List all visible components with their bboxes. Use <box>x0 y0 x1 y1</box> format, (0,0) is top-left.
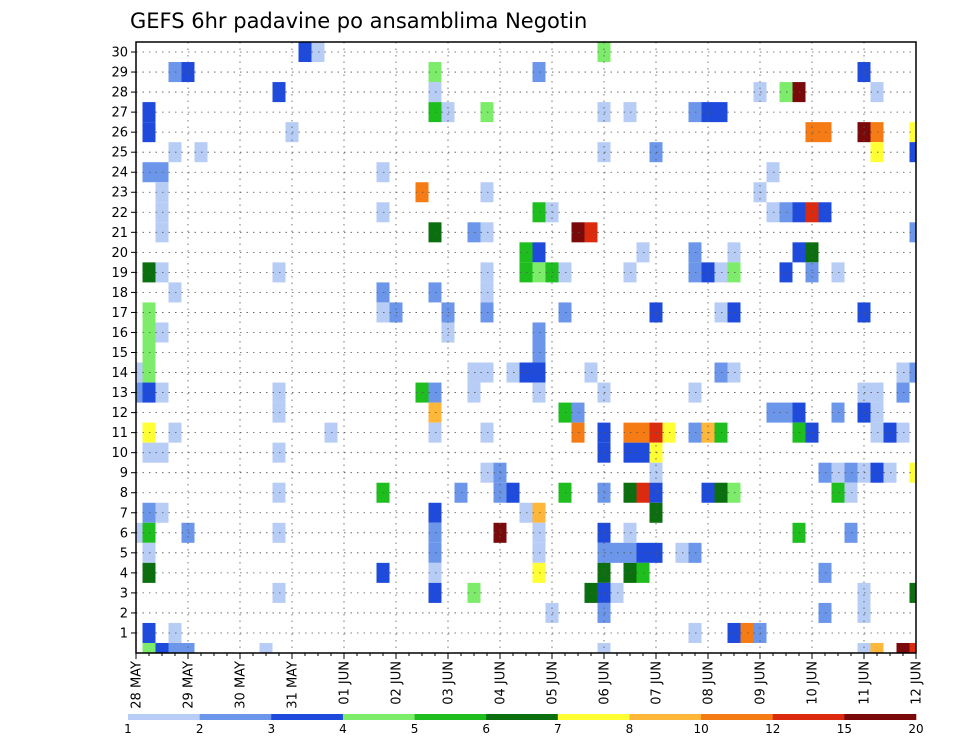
heatmap-cell <box>909 462 916 483</box>
heatmap-cell <box>168 642 182 653</box>
heatmap-cell <box>870 642 884 653</box>
x-tick-label: 30 MAY <box>234 661 249 709</box>
heatmap-cell <box>909 642 916 653</box>
y-tick-label: 7 <box>120 506 128 521</box>
y-tick-label: 14 <box>111 366 128 381</box>
heatmap-cell <box>909 142 916 163</box>
colorbar-segment <box>342 714 415 720</box>
y-tick-label: 25 <box>111 146 128 161</box>
colorbar-segment <box>199 714 272 720</box>
colorbar-tick-label: 4 <box>339 722 347 736</box>
x-tick-label: 06 JUN <box>598 661 613 705</box>
heatmap-cell <box>136 362 143 383</box>
colorbar-segment <box>271 714 344 720</box>
colorbar-segment <box>772 714 845 720</box>
colorbar-tick-label: 3 <box>267 722 275 736</box>
heatmap-cell <box>909 122 916 143</box>
y-tick-label: 18 <box>111 286 128 301</box>
y-tick-label: 28 <box>111 86 128 101</box>
y-tick-label: 2 <box>120 606 128 621</box>
x-tick-label: 07 JUN <box>650 661 665 705</box>
y-tick-label: 6 <box>120 526 128 541</box>
x-axis: 28 MAY 29 MAY 30 MAY 31 MAY 01 JUN 02 JUN 03 J… <box>130 653 925 709</box>
y-tick-label: 27 <box>111 106 128 121</box>
y-tick-label: 11 <box>111 426 128 441</box>
y-tick-label: 24 <box>111 166 128 181</box>
colorbar-tick-label: 8 <box>626 722 634 736</box>
y-tick-label: 20 <box>111 246 128 261</box>
heatmap-cells <box>136 42 916 653</box>
heatmap-cell <box>909 582 916 603</box>
heatmap-cell <box>259 642 273 653</box>
y-tick-label: 8 <box>120 486 128 501</box>
colorbar-tick-label: 1 <box>124 722 132 736</box>
x-tick-label: 05 JUN <box>546 661 561 705</box>
y-tick-label: 26 <box>111 126 128 141</box>
y-tick-label: 4 <box>120 566 128 581</box>
colorbar-tick-label: 6 <box>482 722 490 736</box>
colorbar-segment <box>557 714 630 720</box>
x-tick-label: 10 JUN <box>806 661 821 705</box>
colorbar-segment <box>701 714 774 720</box>
y-tick-label: 10 <box>111 446 128 461</box>
y-tick-label: 15 <box>111 346 128 361</box>
heatmap-cell <box>136 382 143 403</box>
colorbar-tick-label: 12 <box>765 722 780 736</box>
plot-frame <box>135 41 917 654</box>
x-tick-label: 03 JUN <box>442 661 457 705</box>
heatmap-cell <box>136 522 143 543</box>
y-tick-label: 22 <box>111 206 128 221</box>
y-tick-label: 21 <box>111 226 128 241</box>
chart-title: GEFS 6hr padavine po ansamblima Negotin <box>130 9 587 33</box>
x-tick-label: 11 JUN <box>858 661 873 705</box>
y-tick-label: 29 <box>111 66 128 81</box>
colorbar: 1 2 3 4 5 6 7 8 10 12 15 20 <box>124 714 924 736</box>
colorbar-segment <box>629 714 702 720</box>
colorbar-tick-label: 10 <box>693 722 708 736</box>
heatmap-cell <box>155 642 169 653</box>
heatmap-cell <box>896 642 910 653</box>
y-tick-label: 9 <box>120 466 128 481</box>
colorbar-tick-label: 5 <box>411 722 419 736</box>
colorbar-tick-label: 7 <box>554 722 562 736</box>
colorbar-tick-label: 15 <box>837 722 852 736</box>
x-tick-label: 31 MAY <box>286 661 301 709</box>
x-tick-label: 08 JUN <box>702 661 717 705</box>
x-tick-label: 29 MAY <box>182 661 197 709</box>
colorbar-tick-label: 2 <box>196 722 204 736</box>
heatmap-cell <box>909 222 916 243</box>
colorbar-segment <box>486 714 559 720</box>
x-tick-label: 02 JUN <box>390 661 405 705</box>
y-tick-label: 23 <box>111 186 128 201</box>
x-tick-label: 01 JUN <box>338 661 353 705</box>
x-tick-label: 04 JUN <box>494 661 509 705</box>
x-tick-label: 28 MAY <box>130 661 145 709</box>
grid-lines <box>136 42 916 653</box>
y-axis: 1234567891011121314151617181920212223242… <box>111 46 136 641</box>
colorbar-segment <box>128 714 200 720</box>
heatmap-cell <box>909 362 916 383</box>
y-tick-label: 3 <box>120 586 128 601</box>
colorbar-tick-label: 20 <box>908 722 923 736</box>
y-tick-label: 16 <box>111 326 128 341</box>
x-tick-label: 12 JUN <box>910 661 925 705</box>
y-tick-label: 19 <box>111 266 128 281</box>
y-tick-label: 1 <box>120 626 128 641</box>
colorbar-segment <box>414 714 487 720</box>
y-tick-label: 17 <box>111 306 128 321</box>
y-tick-label: 13 <box>111 386 128 401</box>
heatmap-cell <box>142 642 156 653</box>
y-tick-label: 30 <box>111 46 128 61</box>
colorbar-segment <box>844 714 917 720</box>
y-tick-label: 5 <box>120 546 128 561</box>
y-tick-label: 12 <box>111 406 128 421</box>
x-tick-label: 09 JUN <box>754 661 769 705</box>
